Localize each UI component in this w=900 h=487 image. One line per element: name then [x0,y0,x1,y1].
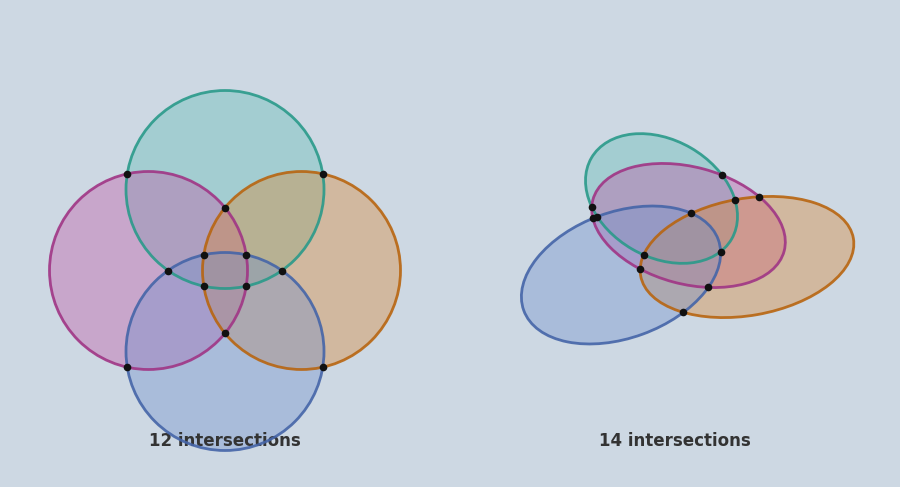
Text: 14 intersections: 14 intersections [599,432,751,450]
Ellipse shape [50,171,248,370]
Ellipse shape [586,133,737,263]
Ellipse shape [591,164,786,287]
Ellipse shape [640,196,854,318]
Ellipse shape [126,252,324,450]
Ellipse shape [126,91,324,288]
Text: 12 intersections: 12 intersections [149,432,301,450]
Ellipse shape [202,171,400,370]
Ellipse shape [521,206,721,344]
